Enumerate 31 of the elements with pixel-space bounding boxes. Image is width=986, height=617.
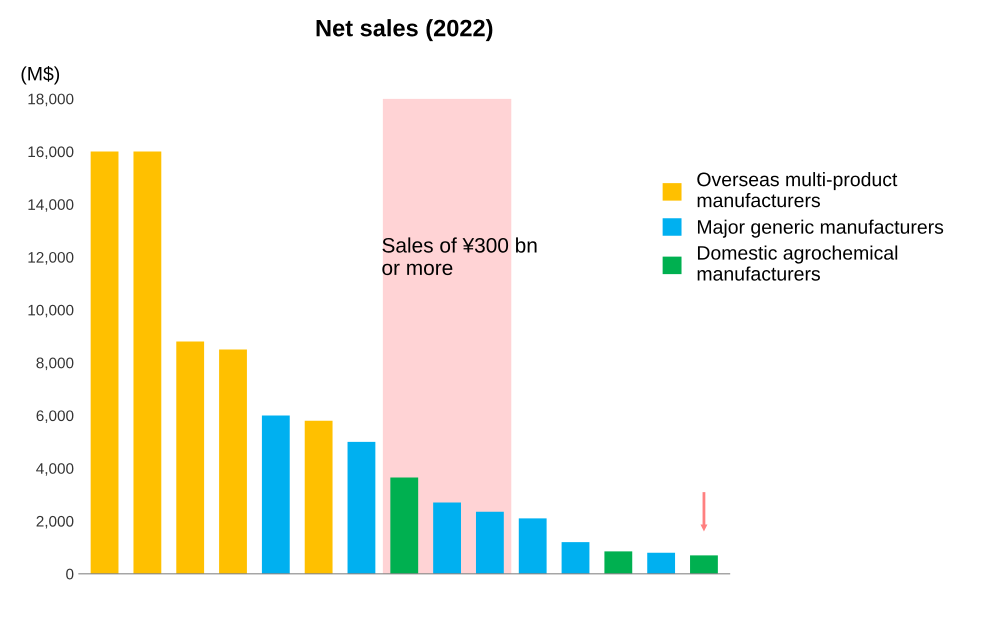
bar	[348, 442, 376, 574]
y-axis-title: (M$)	[22, 66, 60, 84]
y-tick-label: 2,000	[36, 516, 74, 529]
bar	[219, 349, 247, 574]
legend-label: Domestic agrochemical manufacturers	[698, 245, 898, 281]
y-tick-label: 18,000	[28, 94, 74, 106]
bar	[390, 477, 418, 574]
bar	[433, 502, 461, 574]
bar	[133, 152, 162, 574]
chart-title: Net sales (2022)	[316, 19, 492, 42]
bar	[90, 152, 118, 574]
y-tick-label: 10,000	[28, 304, 74, 318]
bar	[518, 518, 547, 574]
bar	[647, 552, 676, 574]
y-tick-label: 14,000	[28, 199, 74, 212]
legend-label: Major generic manufacturers	[698, 220, 944, 238]
y-tick-label: 6,000	[36, 410, 74, 423]
bar	[304, 420, 333, 574]
bar	[562, 542, 590, 574]
bar	[604, 551, 632, 574]
legend-label: Overseas multi-product manufacturers	[697, 172, 898, 208]
bar	[690, 555, 718, 574]
bar	[262, 415, 290, 574]
y-tick-label: 16,000	[28, 146, 74, 159]
y-tick-label: 4,000	[36, 463, 74, 476]
y-tick-label: 0	[66, 568, 74, 580]
annotation: Sales of ¥300 bn or more	[382, 237, 537, 276]
y-tick-label: 12,000	[28, 252, 74, 265]
bar	[176, 342, 204, 574]
bar	[476, 512, 504, 574]
y-tick-label: 8,000	[36, 358, 74, 370]
